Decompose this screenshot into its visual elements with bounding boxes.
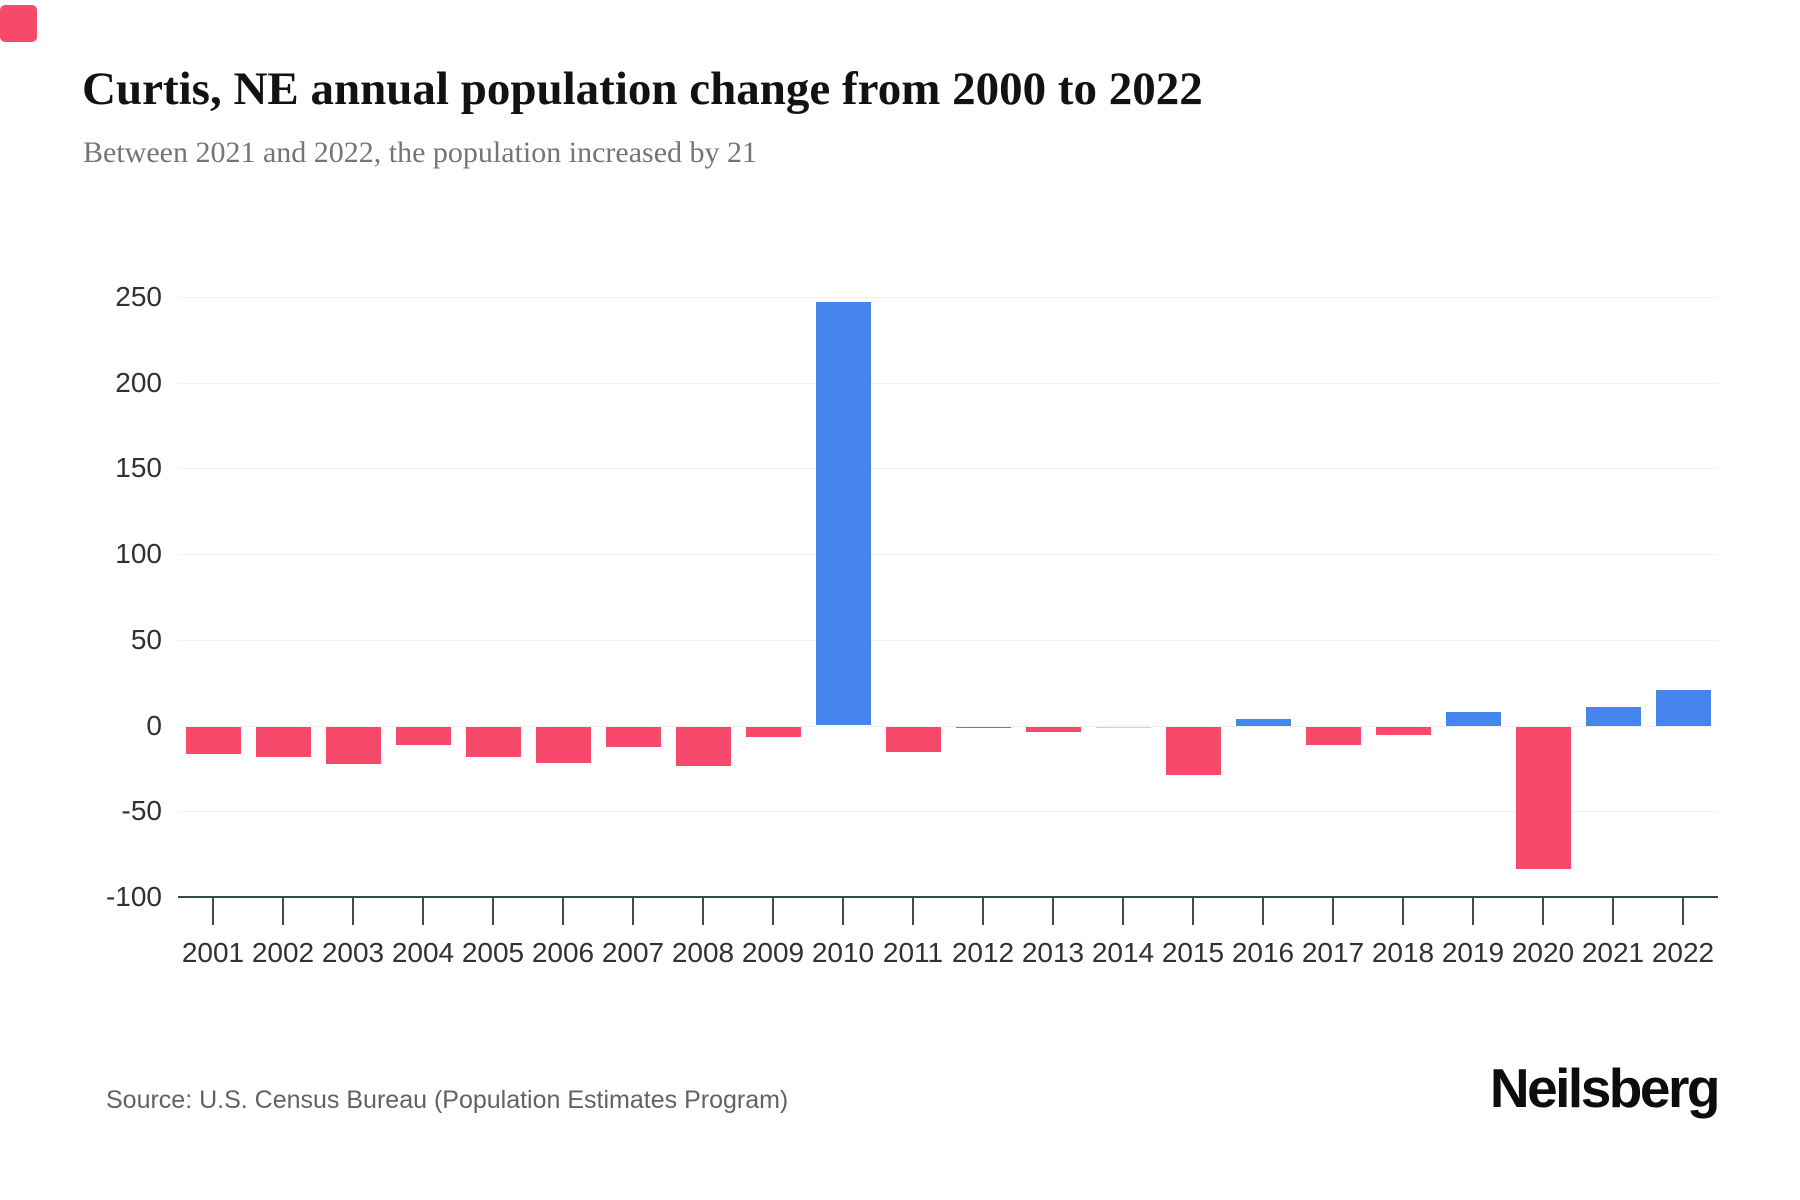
bar-2002[interactable]	[255, 726, 311, 758]
x-axis-label-2006: 2006	[531, 937, 595, 968]
neilsberg-logo: Neilsberg	[1489, 1057, 1721, 1119]
x-axis-tick-2002	[282, 898, 284, 925]
x-axis-label-2018: 2018	[1371, 937, 1435, 968]
y-axis-label-150: 150	[115, 452, 162, 484]
x-axis-tick-2009	[772, 898, 774, 925]
y-axis-label--100: -100	[105, 881, 162, 912]
y-axis-label-250: 250	[115, 281, 162, 312]
bar-2011[interactable]	[885, 726, 941, 753]
x-axis-tick-2004	[422, 898, 424, 925]
x-axis-tick-2018	[1402, 898, 1404, 925]
x-axis-tick-2022	[1682, 898, 1684, 925]
bar-2017[interactable]	[1305, 726, 1361, 746]
y-axis-label-50: 50	[130, 623, 162, 655]
x-axis-label-2004: 2004	[391, 937, 455, 968]
y-axis-label--50: -50	[121, 795, 162, 827]
x-axis-label-2017: 2017	[1301, 937, 1365, 968]
y-axis-label-100: 100	[115, 538, 162, 570]
chart-title: Curtis, NE annual population change from…	[82, 63, 1203, 115]
gridline-250	[178, 297, 1718, 298]
x-axis-label-2012: 2012	[951, 937, 1015, 968]
gridline-0	[178, 725, 1718, 727]
x-axis-tick-2020	[1542, 898, 1544, 925]
x-axis-tick-2013	[1052, 898, 1054, 925]
x-axis-label-2014: 2014	[1091, 937, 1155, 968]
x-axis-tick-2008	[702, 898, 704, 925]
x-axis-tick-2017	[1332, 898, 1334, 925]
gridline-200	[178, 382, 1718, 384]
x-axis-label-2015: 2015	[1161, 937, 1225, 968]
x-axis-tick-2001	[212, 898, 214, 925]
x-axis-tick-2021	[1612, 898, 1614, 925]
x-axis-tick-2015	[1192, 898, 1194, 925]
bar-2015[interactable]	[1165, 726, 1221, 775]
x-axis-tick-2014	[1122, 898, 1124, 925]
bar-2008[interactable]	[675, 726, 731, 766]
y-axis-label-200: 200	[115, 366, 162, 398]
x-axis-tick-2011	[912, 898, 914, 925]
x-axis-label-2009: 2009	[741, 937, 805, 968]
x-axis-tick-2003	[352, 898, 354, 925]
x-axis-tick-2010	[842, 898, 844, 925]
bar-2001[interactable]	[185, 726, 241, 754]
bar-2014[interactable]	[1095, 726, 1151, 728]
y-axis-label-0: 0	[146, 709, 162, 741]
x-axis-tick-2006	[562, 898, 564, 925]
gridline-100	[178, 554, 1718, 556]
x-axis-tick-2007	[632, 898, 634, 925]
bar-2021[interactable]	[1585, 706, 1641, 726]
x-axis-label-2011: 2011	[882, 937, 944, 968]
gridline-150	[178, 468, 1718, 470]
x-axis-label-2010: 2010	[811, 937, 875, 968]
bar-2003[interactable]	[325, 726, 381, 765]
x-axis-label-2020: 2020	[1511, 937, 1575, 968]
x-axis-label-2019: 2019	[1441, 937, 1505, 968]
bar-2009[interactable]	[745, 726, 801, 737]
bar-2020[interactable]	[1515, 726, 1571, 869]
bar-2006[interactable]	[535, 726, 591, 763]
bar-chart: 250 200 150 100 50 0 -50 -100 2001 2002 2003 2004 20…	[0, 282, 1800, 997]
x-axis-label-2016: 2016	[1231, 937, 1295, 968]
x-axis-tick-2019	[1472, 898, 1474, 925]
plot-area	[178, 297, 1718, 897]
bar-2010[interactable]	[815, 302, 871, 726]
bar-2018[interactable]	[1375, 726, 1431, 736]
x-axis-label-2008: 2008	[671, 937, 735, 968]
x-axis-line	[178, 896, 1718, 898]
x-axis-label-2001: 2001	[181, 937, 245, 968]
bar-2012[interactable]	[955, 726, 1011, 729]
bar-2022[interactable]	[1655, 689, 1711, 726]
corner-accent-square	[0, 5, 37, 42]
bar-2016[interactable]	[1235, 718, 1291, 726]
x-axis-label-2003: 2003	[321, 937, 385, 968]
x-axis-label-2013: 2013	[1021, 937, 1085, 968]
bar-2013[interactable]	[1025, 726, 1081, 732]
gridline-50	[178, 639, 1718, 641]
x-axis-label-2021: 2021	[1581, 937, 1645, 968]
bar-2005[interactable]	[465, 726, 521, 758]
x-axis-label-2005: 2005	[461, 937, 525, 968]
x-axis-label-2007: 2007	[601, 937, 665, 968]
chart-subtitle: Between 2021 and 2022, the population in…	[83, 136, 758, 169]
bar-2019[interactable]	[1445, 711, 1501, 726]
bar-2004[interactable]	[395, 726, 451, 746]
gridline--50	[178, 811, 1718, 813]
bar-2007[interactable]	[605, 726, 661, 748]
x-axis-tick-2016	[1262, 898, 1264, 925]
x-axis-tick-2005	[492, 898, 494, 925]
x-axis-tick-2012	[982, 898, 984, 925]
source-note: Source: U.S. Census Bureau (Population E…	[106, 1086, 789, 1114]
x-axis-label-2002: 2002	[251, 937, 315, 968]
x-axis-label-2022: 2022	[1651, 937, 1715, 968]
